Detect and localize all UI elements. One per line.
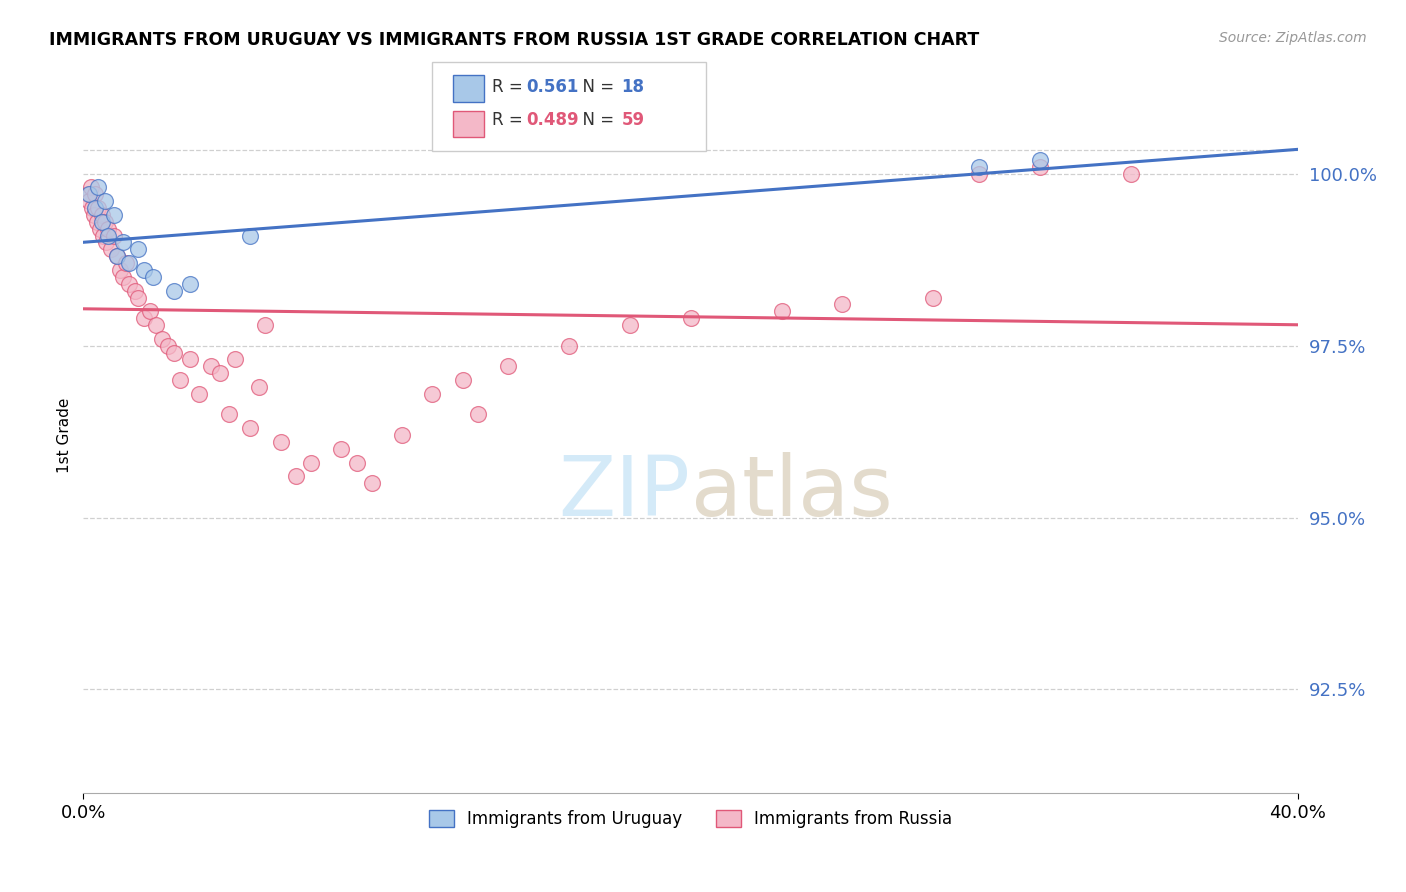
Legend: Immigrants from Uruguay, Immigrants from Russia: Immigrants from Uruguay, Immigrants from… <box>422 803 959 834</box>
Point <box>1029 160 1052 174</box>
Text: 0.489: 0.489 <box>526 111 578 128</box>
Y-axis label: 1st Grade: 1st Grade <box>58 397 72 473</box>
Point <box>770 304 793 318</box>
Point <box>1029 153 1052 167</box>
Point <box>239 421 262 435</box>
Point <box>97 228 120 243</box>
Point <box>1119 167 1142 181</box>
Point <box>97 221 120 235</box>
Point <box>142 269 165 284</box>
Point <box>187 386 209 401</box>
Point <box>83 208 105 222</box>
Text: atlas: atlas <box>690 451 893 533</box>
Text: N =: N = <box>572 78 620 95</box>
Point <box>90 215 112 229</box>
Point <box>114 256 136 270</box>
Point <box>831 297 853 311</box>
Point <box>105 249 128 263</box>
Point <box>179 352 201 367</box>
Point <box>124 284 146 298</box>
Text: 0.561: 0.561 <box>526 78 578 95</box>
Point <box>558 338 581 352</box>
Text: Source: ZipAtlas.com: Source: ZipAtlas.com <box>1219 31 1367 45</box>
Point <box>284 469 307 483</box>
Point <box>247 380 270 394</box>
Point <box>89 221 111 235</box>
Point <box>132 263 155 277</box>
Point <box>90 208 112 222</box>
Point <box>105 249 128 263</box>
Point <box>330 442 353 456</box>
Point <box>80 180 103 194</box>
Point <box>86 215 108 229</box>
Point <box>84 187 107 202</box>
Text: IMMIGRANTS FROM URUGUAY VS IMMIGRANTS FROM RUSSIA 1ST GRADE CORRELATION CHART: IMMIGRANTS FROM URUGUAY VS IMMIGRANTS FR… <box>49 31 980 49</box>
Point <box>157 338 180 352</box>
Point <box>163 345 186 359</box>
Point <box>139 304 162 318</box>
Point <box>100 243 122 257</box>
Point <box>360 476 382 491</box>
Point <box>200 359 222 374</box>
Point <box>299 456 322 470</box>
Point <box>967 167 990 181</box>
Point <box>127 291 149 305</box>
Point <box>111 235 134 250</box>
Point <box>76 187 98 202</box>
Text: 59: 59 <box>621 111 644 128</box>
Point <box>679 311 702 326</box>
Text: R =: R = <box>492 78 529 95</box>
Point <box>93 194 115 209</box>
Point <box>79 194 101 209</box>
Point <box>224 352 246 367</box>
Point <box>208 366 231 380</box>
Point <box>127 243 149 257</box>
Point <box>619 318 641 332</box>
Point <box>103 208 125 222</box>
Point <box>179 277 201 291</box>
Point <box>346 456 368 470</box>
Point <box>118 277 141 291</box>
Point <box>270 434 292 449</box>
Point <box>391 428 413 442</box>
Point <box>922 291 945 305</box>
Point <box>87 201 110 215</box>
Point <box>93 215 115 229</box>
Point <box>132 311 155 326</box>
Point <box>94 235 117 250</box>
Point <box>239 228 262 243</box>
Point <box>145 318 167 332</box>
Point <box>163 284 186 298</box>
Point <box>84 201 107 215</box>
Point <box>218 408 240 422</box>
Point <box>967 160 990 174</box>
Point <box>87 180 110 194</box>
Point <box>103 228 125 243</box>
Point <box>467 408 489 422</box>
Text: R =: R = <box>492 111 529 128</box>
Point <box>111 269 134 284</box>
Point <box>79 187 101 202</box>
Point <box>451 373 474 387</box>
Point <box>169 373 191 387</box>
Point <box>118 256 141 270</box>
Point <box>254 318 277 332</box>
Text: ZIP: ZIP <box>558 451 690 533</box>
Point <box>108 263 131 277</box>
Point <box>91 228 114 243</box>
Point <box>498 359 520 374</box>
Point <box>422 386 444 401</box>
Text: 18: 18 <box>621 78 644 95</box>
Text: N =: N = <box>572 111 620 128</box>
Point <box>82 201 104 215</box>
Point <box>150 332 173 346</box>
